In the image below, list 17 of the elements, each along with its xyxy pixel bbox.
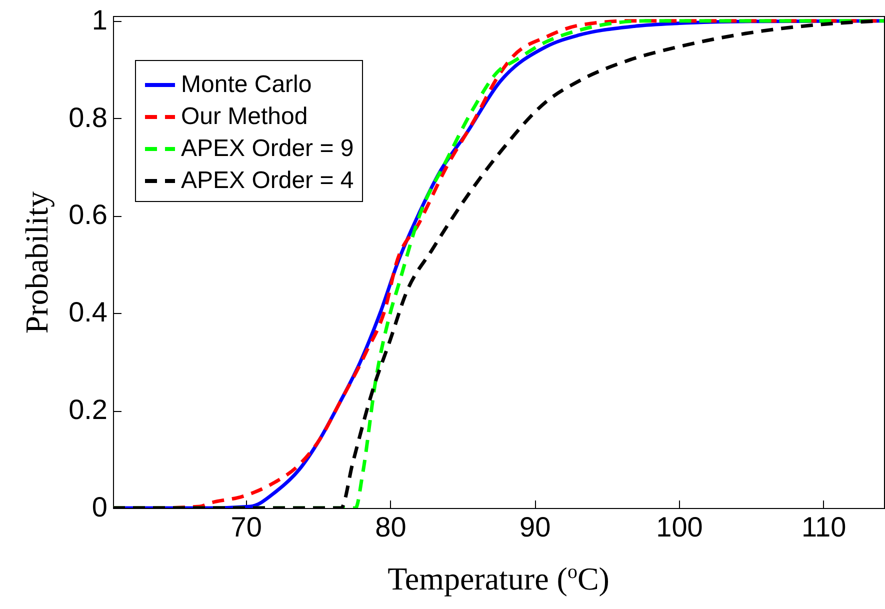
x-axis-title: Temperature ($^{o}$C) <box>386 560 610 599</box>
x-tick-label: 70 <box>230 512 262 542</box>
y-axis-title: Probability <box>18 191 55 334</box>
y-tick-label: 0 <box>92 492 108 522</box>
y-tick-label: 0.4 <box>68 296 108 328</box>
legend-label: APEX Order = 9 <box>181 135 354 162</box>
y-tick-label: 0.8 <box>68 102 108 133</box>
legend-label: Monte Carlo <box>181 71 312 98</box>
y-tick-label: 0.6 <box>68 199 108 230</box>
x-tick-label: 110 <box>802 512 846 542</box>
y-tick-label: 0.2 <box>68 394 108 426</box>
x-tick-label: 100 <box>656 512 703 542</box>
x-tick-label: 90 <box>520 512 551 542</box>
y-tick-label: 1 <box>92 4 108 36</box>
legend-label: APEX Order = 4 <box>181 167 354 194</box>
legend-label: Our Method <box>181 103 308 130</box>
x-tick-label: 80 <box>375 512 406 542</box>
